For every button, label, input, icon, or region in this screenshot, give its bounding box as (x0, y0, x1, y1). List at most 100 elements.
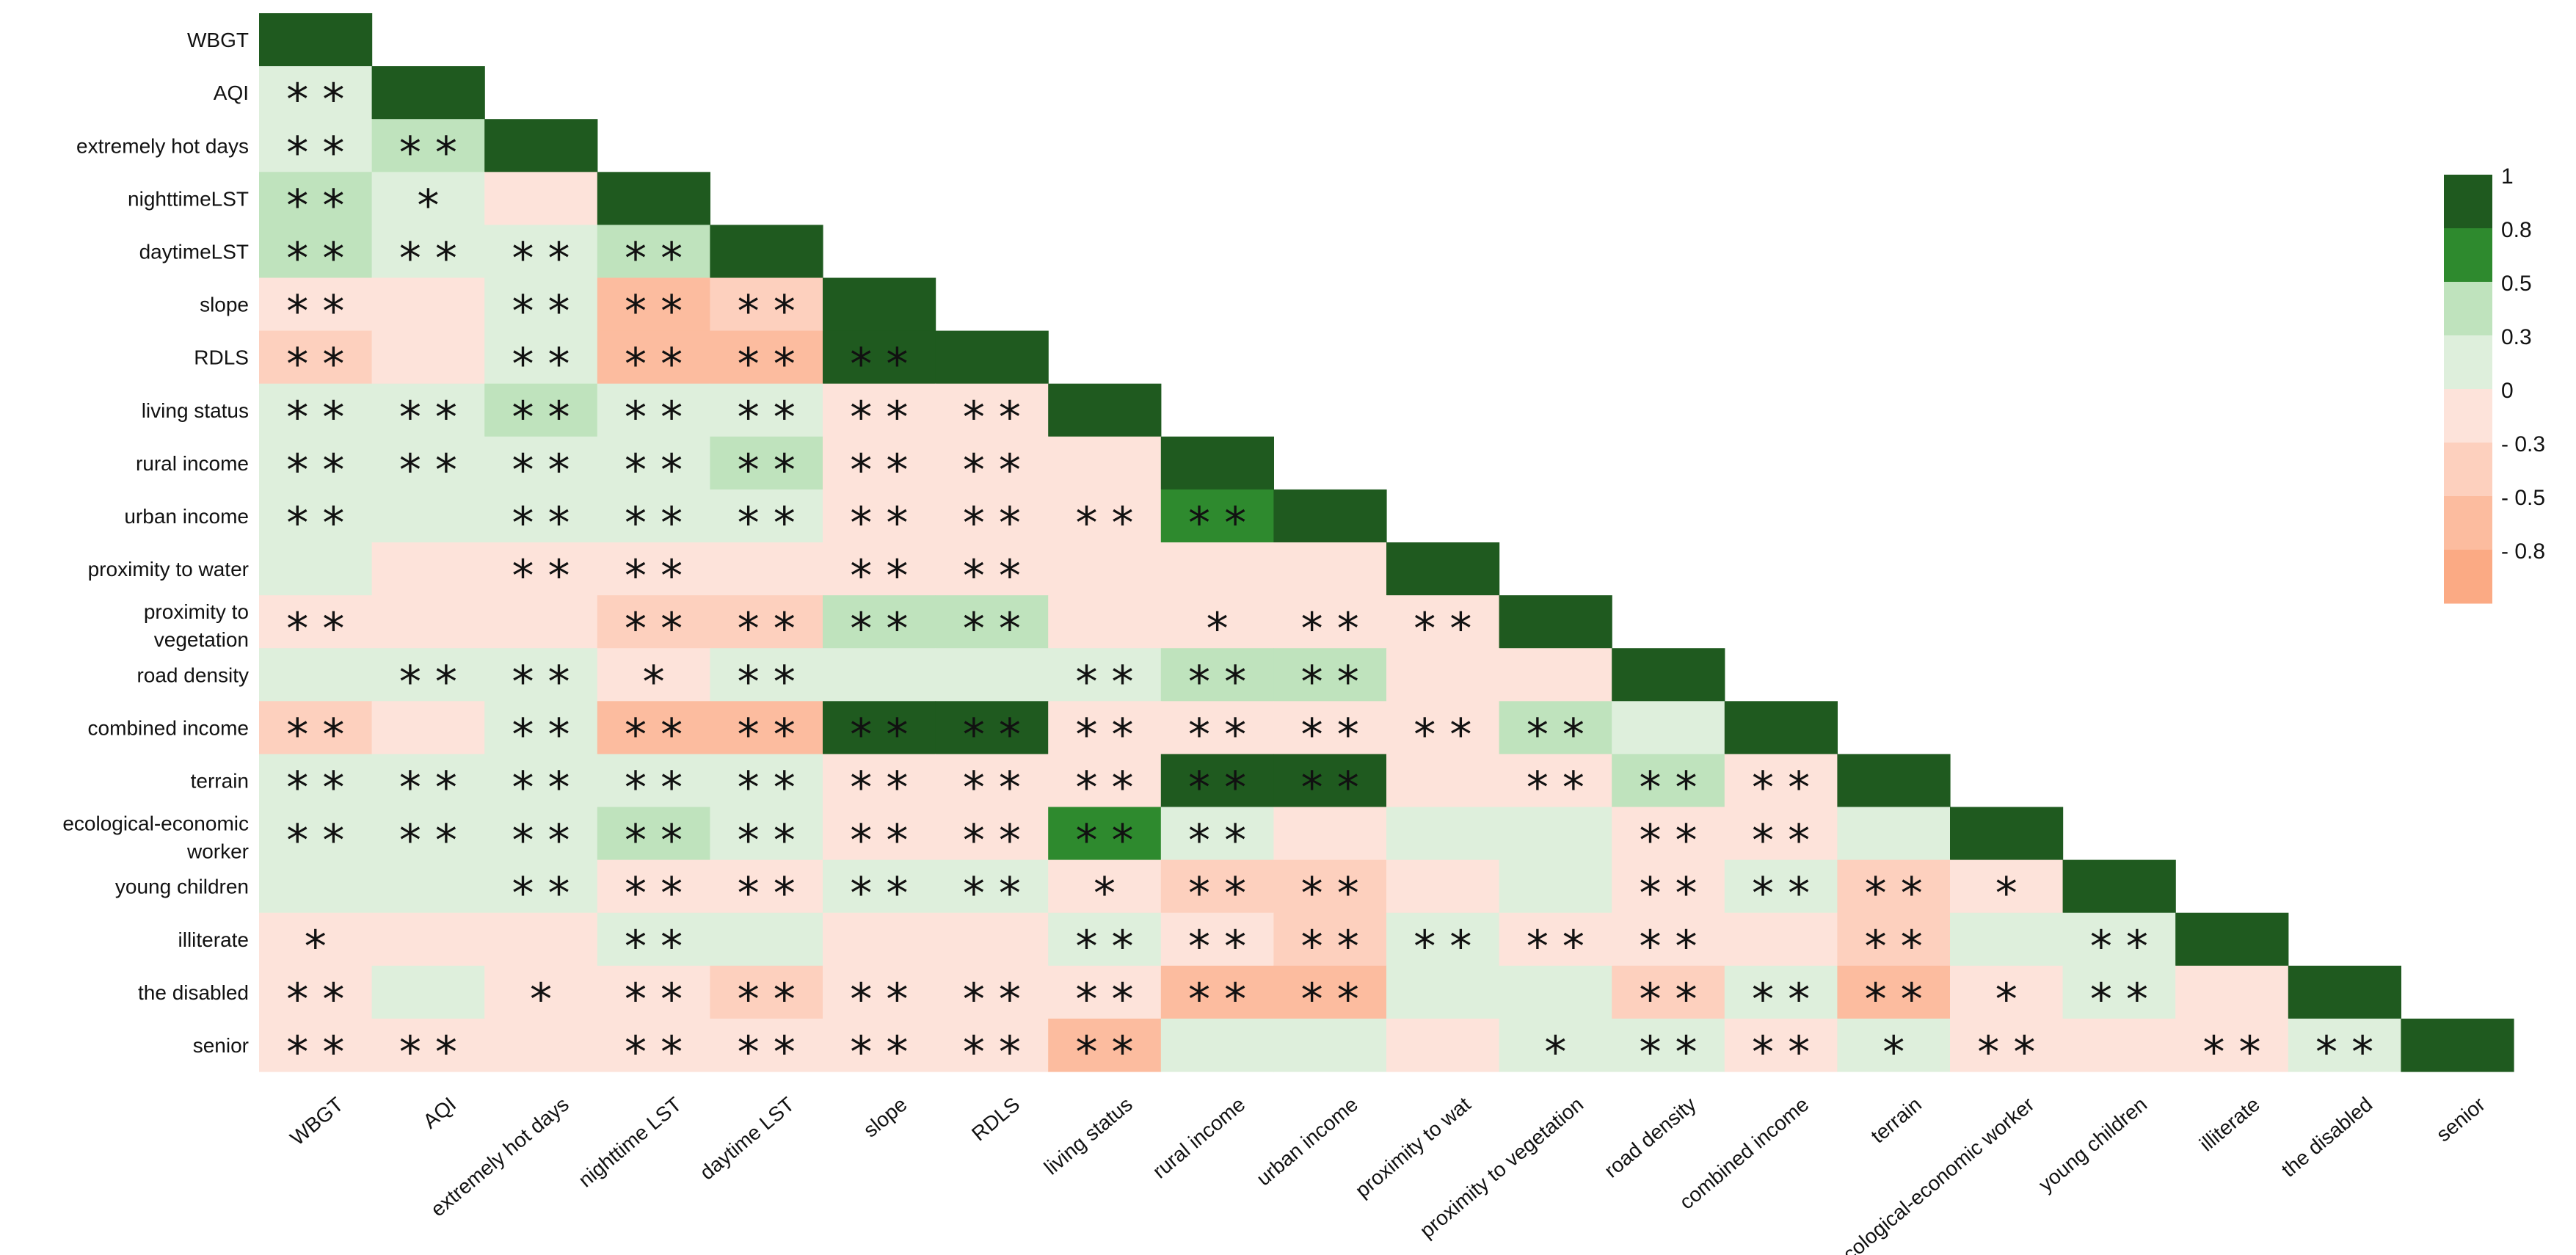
cell-r11-c2 (484, 595, 598, 649)
cell-r19-c4 (710, 1018, 823, 1072)
cell-r6-c4 (710, 330, 823, 385)
sig-mark-r7-c3: * * (625, 392, 683, 443)
cell-r10-c6 (935, 542, 1049, 596)
cell-r18-c10 (1386, 965, 1500, 1019)
sig-mark-r9-c2: * * (512, 498, 570, 549)
cell-r4-c0 (259, 225, 373, 279)
cell-r12-c7 (1048, 648, 1162, 702)
cell-r12-c6 (935, 648, 1049, 702)
sig-mark-r18-c3: * * (625, 974, 683, 1025)
sig-mark-r11-c0: * * (286, 603, 344, 655)
cell-r7-c7 (1048, 383, 1162, 437)
col-label-1: AQI (418, 1093, 460, 1133)
col-label-9: urban income (1252, 1093, 1362, 1190)
sig-mark-r8-c3: * * (625, 445, 683, 496)
cell-r12-c11 (1499, 648, 1612, 702)
cell-r14-c8 (1160, 754, 1274, 808)
col-label-5: slope (859, 1093, 911, 1142)
col-label-4: daytime LST (696, 1093, 798, 1185)
sig-mark-r14-c13: * * (1752, 762, 1810, 813)
cell-r14-c2 (484, 754, 598, 808)
colorbar-swatch-3 (2444, 335, 2492, 390)
row-label-11: proximity to (144, 600, 249, 623)
cell-r18-c2 (484, 965, 598, 1019)
cell-r11-c3 (597, 595, 710, 649)
sig-mark-r6-c3: * * (625, 339, 683, 390)
cell-r10-c0 (259, 542, 373, 596)
sig-mark-r13-c8: * * (1188, 709, 1246, 760)
cell-r16-c1 (371, 859, 485, 914)
cell-r7-c0 (259, 383, 373, 437)
row-label-18: the disabled (138, 981, 249, 1004)
cell-r8-c1 (371, 436, 485, 490)
sig-mark-r16-c7: * (1094, 868, 1116, 920)
sig-mark-r9-c8: * * (1188, 498, 1246, 549)
cell-r14-c5 (823, 754, 936, 808)
colorbar-swatch-5 (2444, 443, 2492, 497)
sig-mark-r19-c17: * * (2202, 1027, 2260, 1078)
sig-mark-r19-c5: * * (850, 1027, 908, 1078)
cell-r18-c9 (1273, 965, 1387, 1019)
heatmap-cells (259, 13, 2514, 1072)
sig-mark-r17-c14: * * (1865, 921, 1923, 972)
sig-mark-r18-c14: * * (1865, 974, 1923, 1025)
sig-mark-r19-c4: * * (738, 1027, 796, 1078)
sig-mark-r7-c2: * * (512, 392, 570, 443)
cell-r5-c0 (259, 277, 373, 332)
sig-mark-r18-c6: * * (963, 974, 1021, 1025)
sig-mark-r18-c5: * * (850, 974, 908, 1025)
sig-mark-r9-c5: * * (850, 498, 908, 549)
cell-r19-c10 (1386, 1018, 1500, 1072)
row-label-0: WBGT (187, 29, 249, 51)
row-label-13: combined income (88, 716, 249, 739)
cell-r10-c1 (371, 542, 485, 596)
sig-mark-r8-c1: * * (399, 445, 457, 496)
sig-mark-r9-c0: * * (286, 498, 344, 549)
sig-mark-r18-c8: * * (1188, 974, 1246, 1025)
row-label-5: slope (200, 294, 249, 316)
colorbar-tick-2: 0.5 (2501, 272, 2532, 296)
row-label-2: extremely hot days (76, 134, 249, 157)
cell-r11-c1 (371, 595, 485, 649)
row-label-1: AQI (214, 81, 249, 104)
row-label-11-line2: vegetation (154, 628, 249, 651)
sig-mark-r13-c9: * * (1301, 709, 1359, 760)
cell-r19-c0 (259, 1018, 373, 1072)
sig-mark-r17-c0: * (305, 921, 327, 972)
cell-r11-c8 (1160, 595, 1274, 649)
cell-r9-c8 (1160, 489, 1274, 543)
cell-r5-c5 (823, 277, 936, 332)
cell-r18-c5 (823, 965, 936, 1019)
col-label-3: nighttime LST (574, 1093, 685, 1192)
sig-mark-r11-c4: * * (738, 603, 796, 655)
sig-mark-r3-c1: * (417, 180, 439, 231)
col-label-16: young children (2034, 1093, 2151, 1196)
cell-r8-c5 (823, 436, 936, 490)
cell-r9-c6 (935, 489, 1049, 543)
sig-mark-r4-c1: * * (399, 233, 457, 284)
cell-r8-c3 (597, 436, 710, 490)
cell-r19-c18 (2288, 1018, 2401, 1072)
cell-r5-c2 (484, 277, 598, 332)
cell-r15-c3 (597, 807, 710, 861)
cell-r14-c13 (1724, 754, 1838, 808)
cell-r13-c7 (1048, 701, 1162, 754)
sig-mark-r11-c5: * * (850, 603, 908, 655)
cell-r6-c2 (484, 330, 598, 385)
cell-r12-c9 (1273, 648, 1387, 702)
cell-r10-c4 (710, 542, 823, 596)
cell-r13-c13 (1724, 701, 1838, 754)
cell-r7-c6 (935, 383, 1049, 437)
cell-r19-c13 (1724, 1018, 1838, 1072)
sig-mark-r15-c3: * * (625, 815, 683, 867)
sig-mark-r18-c13: * * (1752, 974, 1810, 1025)
sig-mark-r12-c3: * (643, 656, 665, 707)
cell-r12-c1 (371, 648, 485, 702)
sig-mark-r16-c12: * * (1639, 868, 1697, 920)
sig-mark-r9-c7: * * (1075, 498, 1133, 549)
sig-mark-r17-c8: * * (1188, 921, 1246, 972)
sig-mark-r2-c0: * * (286, 127, 344, 178)
sig-mark-r4-c3: * * (625, 233, 683, 284)
cell-r9-c4 (710, 489, 823, 543)
